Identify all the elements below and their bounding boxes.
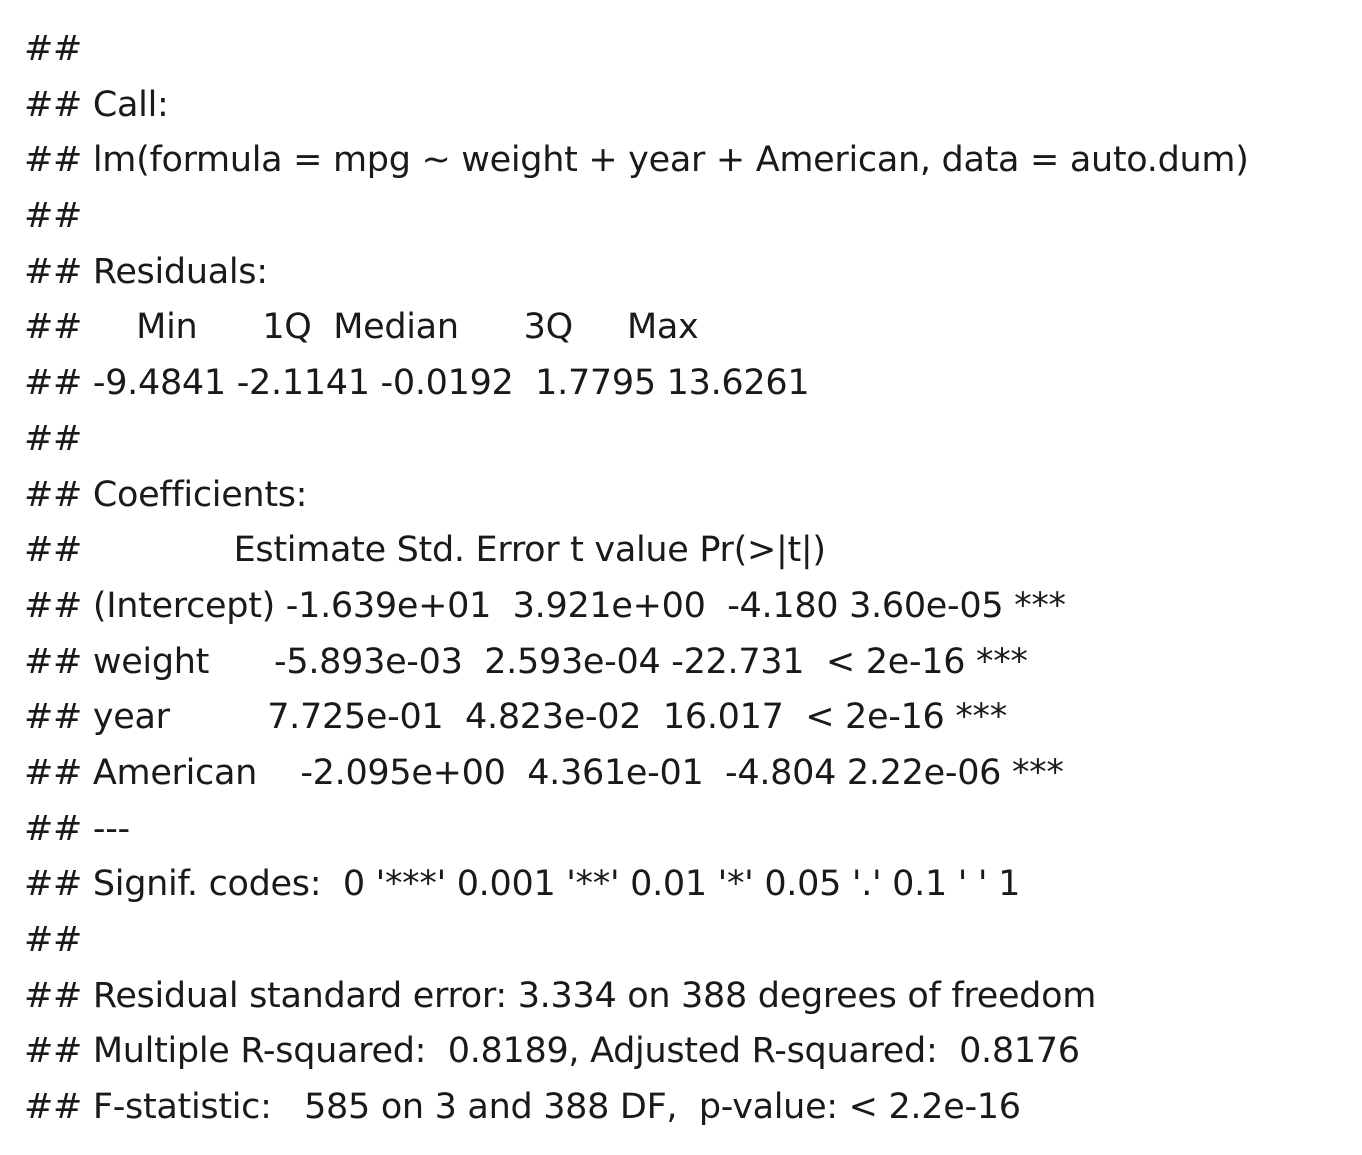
coef-row-intercept: ## (Intercept) -1.639e+01 3.921e+00 -4.1… (24, 585, 1066, 626)
signif-codes: ## Signif. codes: 0 '***' 0.001 '**' 0.0… (24, 864, 1021, 905)
residual-standard-error: ## Residual standard error: 3.334 on 388… (24, 975, 1097, 1016)
residuals-values-row: ## -9.4841 -2.1141 -0.0192 1.7795 13.626… (24, 363, 810, 404)
call-formula: ## lm(formula = mpg ~ weight + year + Am… (24, 140, 1249, 181)
separator-line: ## --- (24, 808, 130, 849)
output-line: ## (24, 920, 83, 960)
coefficients-header-row: ## Estimate Std. Error t value Pr(>|t|) (24, 530, 826, 571)
output-line: ## (24, 196, 83, 237)
residuals-heading: ## Residuals: (24, 251, 268, 292)
coefficients-heading: ## Coefficients: (24, 474, 308, 515)
call-heading: ## Call: (24, 84, 169, 125)
coef-row-year: ## year 7.725e-01 4.823e-02 16.017 < 2e-… (24, 697, 1007, 738)
coef-row-weight: ## weight -5.893e-03 2.593e-04 -22.731 <… (24, 641, 1028, 682)
output-line: ## (24, 29, 83, 69)
f-statistic: ## F-statistic: 585 on 3 and 388 DF, p-v… (24, 1087, 1021, 1128)
coef-row-american: ## American -2.095e+00 4.361e-01 -4.804 … (24, 752, 1064, 793)
residuals-header-row: ## Min 1Q Median 3Q Max (24, 307, 699, 348)
r-squared: ## Multiple R-squared: 0.8189, Adjusted … (24, 1031, 1080, 1072)
output-line: ## (24, 418, 83, 459)
